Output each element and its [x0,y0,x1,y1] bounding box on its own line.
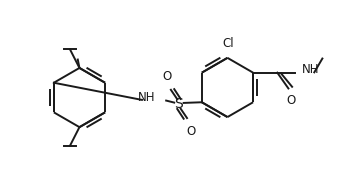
Text: NH: NH [302,63,319,76]
Text: O: O [162,70,171,83]
Text: O: O [187,125,196,138]
Text: Cl: Cl [222,37,234,51]
Text: NH: NH [138,91,155,104]
Text: O: O [286,94,295,107]
Text: S: S [175,97,183,111]
